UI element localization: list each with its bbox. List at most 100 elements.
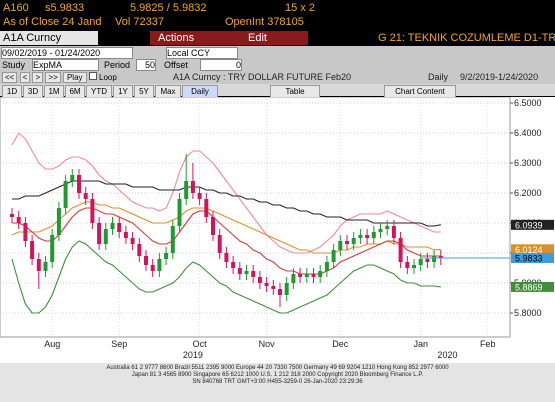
y-tick-label: 5.8000 bbox=[514, 308, 542, 318]
candle-body bbox=[371, 232, 376, 238]
candle-body bbox=[412, 265, 416, 268]
overlay-line bbox=[11, 240, 441, 314]
candle-body bbox=[10, 214, 14, 217]
candle-body bbox=[345, 241, 349, 244]
last-value-box bbox=[511, 253, 554, 264]
candle-body bbox=[130, 238, 135, 244]
candle-body bbox=[432, 256, 437, 262]
x-tick-label: Jan bbox=[413, 339, 428, 349]
candle-body bbox=[23, 223, 28, 241]
candle-body bbox=[197, 193, 202, 199]
candle-body bbox=[184, 181, 189, 199]
candle-body bbox=[211, 217, 215, 235]
candle-body bbox=[278, 289, 282, 295]
candle-body bbox=[43, 262, 48, 271]
y-tick-label: 6.4000 bbox=[514, 128, 542, 138]
y-tick-label: 6.5000 bbox=[514, 98, 542, 108]
x-tick-label: Dec bbox=[332, 339, 349, 349]
year-label: 2020 bbox=[437, 350, 457, 360]
candle-body bbox=[324, 262, 329, 271]
period-field[interactable]: 50 bbox=[136, 59, 156, 71]
x-tick-label: Feb bbox=[480, 339, 496, 349]
candle-body bbox=[50, 235, 55, 262]
candle-body bbox=[391, 226, 396, 238]
last-value-label: 6.0939 bbox=[515, 220, 543, 230]
page-title: G 21: TEKNIK COZUMLEME D1-TRE bbox=[378, 32, 555, 44]
candle-body bbox=[338, 241, 343, 250]
candle-body bbox=[318, 271, 323, 277]
candle-body bbox=[90, 199, 95, 223]
offset-label: Offset bbox=[164, 60, 188, 70]
candle-body bbox=[257, 277, 262, 283]
currency-select[interactable]: Local CCY bbox=[166, 47, 238, 59]
overlay-line bbox=[12, 180, 441, 227]
date-range-field[interactable]: 09/02/2019 - 01/24/2020 bbox=[1, 47, 133, 59]
last-price: s5.9833 bbox=[45, 2, 85, 14]
plot-area bbox=[0, 97, 511, 338]
x-tick-label: Oct bbox=[193, 339, 208, 349]
candle-body bbox=[244, 271, 249, 274]
candle-body bbox=[398, 238, 403, 262]
loop-checkbox[interactable] bbox=[88, 72, 97, 80]
candle-body bbox=[298, 274, 303, 277]
volume: Vol 72337 bbox=[115, 16, 164, 28]
last-value-label: 5.9833 bbox=[515, 254, 543, 264]
nav-button[interactable]: < bbox=[19, 72, 31, 83]
nav-button[interactable]: > bbox=[32, 72, 44, 83]
candle-body bbox=[418, 259, 423, 265]
candle-body bbox=[150, 265, 155, 271]
overlay-line bbox=[12, 207, 441, 275]
offset-field[interactable]: 0 bbox=[200, 59, 242, 71]
candle-body bbox=[56, 208, 61, 235]
candle-body bbox=[271, 286, 276, 289]
actions-button[interactable]: Actions bbox=[150, 31, 240, 45]
footer-line: Australia 61 2 9777 8600 Brazil 5511 239… bbox=[106, 365, 449, 371]
candle-body bbox=[103, 229, 108, 244]
candle-body bbox=[231, 262, 236, 268]
candle-body bbox=[16, 217, 21, 223]
security-field[interactable]: A1A Curncy bbox=[0, 31, 98, 45]
candle-body bbox=[251, 271, 256, 277]
start-date: 09/02/2019 bbox=[2, 48, 48, 58]
open-interest: OpenInt 378105 bbox=[225, 16, 304, 28]
candle-body bbox=[284, 283, 289, 295]
study-label: Study bbox=[2, 60, 26, 70]
candle-body bbox=[204, 199, 209, 217]
x-tick-label: Sep bbox=[111, 339, 127, 349]
candle-body bbox=[190, 181, 195, 193]
candle-body bbox=[378, 229, 383, 232]
end-date: 01/24/2020 bbox=[55, 48, 101, 58]
size: 15 x 2 bbox=[285, 2, 315, 14]
chart: 5.80005.90006.00006.10006.20006.30006.40… bbox=[0, 97, 555, 363]
play-button[interactable]: Play bbox=[62, 72, 87, 83]
bid-ask: 5.9825 / 5.9832 bbox=[130, 2, 207, 14]
candle-body bbox=[331, 250, 336, 262]
candle-body bbox=[30, 241, 35, 259]
candle-body bbox=[157, 259, 162, 271]
last-value-label: 5.8869 bbox=[515, 282, 543, 292]
candle-body bbox=[264, 283, 269, 286]
chart-title: A1A Curncy : TRY DOLLAR FUTURE Feb20 bbox=[173, 72, 352, 82]
footer: Australia 61 2 9777 8600 Brazil 5511 239… bbox=[0, 363, 555, 402]
period-button[interactable]: 6M bbox=[65, 85, 85, 98]
candle-body bbox=[425, 259, 430, 262]
period-label: Period bbox=[104, 60, 131, 70]
edit-button[interactable]: Edit bbox=[240, 31, 308, 45]
x-tick-label: Aug bbox=[44, 339, 60, 349]
as-of: As of Close 24 Jand bbox=[3, 16, 102, 28]
overlay-line bbox=[11, 201, 441, 254]
last-value-box bbox=[511, 281, 554, 292]
candle-body bbox=[144, 256, 148, 265]
candle-body bbox=[385, 226, 390, 229]
x-tick-label: Nov bbox=[259, 339, 276, 349]
nav-button[interactable]: >> bbox=[45, 72, 61, 83]
candle-body bbox=[164, 253, 169, 259]
candle-body bbox=[83, 193, 88, 199]
frequency-label: Daily bbox=[428, 72, 449, 82]
candle-body bbox=[97, 223, 102, 244]
study-select[interactable]: ExpMA bbox=[32, 59, 99, 71]
period-button[interactable]: 3D bbox=[23, 85, 43, 98]
nav-button[interactable]: << bbox=[2, 72, 18, 83]
candle-body bbox=[311, 274, 316, 277]
overlay-line bbox=[11, 132, 441, 254]
